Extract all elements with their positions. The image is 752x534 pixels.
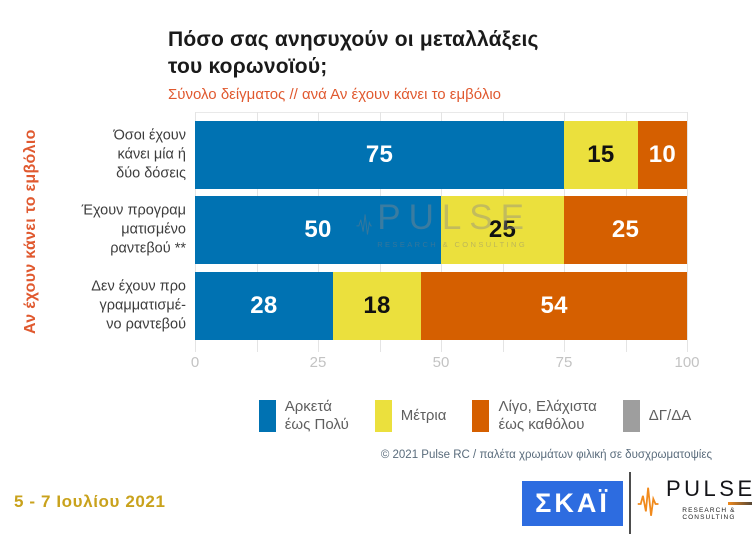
logo-divider (629, 472, 631, 534)
page-title: Πόσο σας ανησυχούν οι μεταλλάξεις του κο… (168, 28, 539, 79)
bar-value-label: 28 (250, 292, 278, 319)
category-label: Δεν έχουν προ γραμματισμέ-νο ραντεβού (91, 278, 186, 333)
bar-segment-2: 25 (441, 196, 564, 264)
survey-date-range: 5 - 7 Ιουλίου 2021 (14, 492, 166, 511)
x-axis-tick-label: 75 (555, 354, 573, 371)
skai-logo-text: ΣΚΑΪ (535, 488, 610, 518)
bar-segment-3: 10 (637, 121, 687, 189)
legend-label: Μέτρια (400, 407, 447, 425)
legend-item: ΔΓ/ΔΑ (622, 400, 692, 432)
bar-segment-1: 50 (195, 196, 441, 264)
legend-item: Μέτρια (374, 400, 447, 432)
bar-segment-2: 15 (564, 121, 638, 189)
chart-subtitle: Σύνολο δείγματος // ανά Αν έχουν κάνει τ… (168, 86, 501, 103)
plot-area: 75 15 10 50 25 25 28 18 54 0 25 50 75 100 (191, 112, 700, 371)
x-axis-tick-label: 0 (190, 354, 200, 371)
legend-swatch (472, 400, 490, 432)
skai-logo: ΣΚΑΪ (522, 481, 623, 526)
pulse-logo: PULSE RESEARCH & CONSULTING (637, 478, 752, 524)
bar-value-label: 25 (611, 216, 640, 243)
bar-value-label: 25 (488, 216, 517, 243)
legend-label: Λίγο, Ελάχιστα έως καθόλου (498, 398, 597, 433)
category-label: Έχουν προγραμ ματισμένο ραντεβού ** (81, 202, 186, 257)
legend: Αρκετά έως Πολύ Μέτρια Λίγο, Ελάχιστα έως κα… (210, 394, 740, 438)
pulse-logo-rule (727, 502, 752, 505)
gridline (687, 112, 688, 352)
bar-value-label: 15 (587, 141, 615, 168)
bar-segment-2: 18 (332, 272, 422, 340)
bar-row: 28 18 54 (195, 272, 687, 340)
x-axis-tick-label: 100 (674, 354, 700, 371)
bar-segment-1: 75 (195, 121, 564, 189)
x-axis-tick-label: 25 (309, 354, 327, 371)
x-axis-tick-label: 50 (432, 354, 450, 371)
legend-item: Λίγο, Ελάχιστα έως καθόλου (472, 398, 597, 433)
bar-value-label: 75 (365, 141, 394, 168)
bar-value-label: 54 (540, 292, 568, 319)
copyright-note: © 2021 Pulse RC / παλέτα χρωμάτων φιλική… (380, 449, 712, 461)
bar-row: 75 15 10 (195, 121, 687, 189)
bar-value-label: 10 (648, 141, 677, 168)
bar-segment-3: 25 (564, 196, 687, 264)
pulse-logo-waveform-icon (637, 487, 659, 516)
bar-value-label: 50 (304, 216, 332, 243)
bar-row: 50 25 25 (195, 196, 687, 264)
legend-label: Αρκετά έως Πολύ (284, 398, 349, 433)
legend-label: ΔΓ/ΔΑ (648, 407, 692, 425)
bar-value-label: 18 (363, 292, 391, 319)
bar-segment-3: 54 (421, 272, 687, 340)
category-label: Όσοι έχουν κάνει μία ή δύο δόσεις (113, 127, 186, 182)
legend-swatch (258, 400, 276, 432)
legend-swatch (622, 400, 640, 432)
bar-segment-1: 28 (195, 272, 333, 340)
legend-item: Αρκετά έως Πολύ (258, 398, 349, 433)
category-labels-column: Όσοι έχουν κάνει μία ή δύο δόσεις Έχουν προ… (40, 112, 186, 352)
pulse-logo-text: PULSE (666, 476, 752, 501)
pulse-logo-subtext: RESEARCH & CONSULTING (682, 507, 736, 521)
legend-swatch (374, 400, 392, 432)
